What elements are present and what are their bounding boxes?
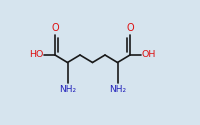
Text: O: O bbox=[51, 23, 59, 33]
Text: HO: HO bbox=[29, 50, 43, 59]
Text: OH: OH bbox=[142, 50, 156, 59]
Text: O: O bbox=[126, 23, 134, 33]
Text: NH₂: NH₂ bbox=[60, 85, 77, 94]
Text: NH₂: NH₂ bbox=[110, 85, 127, 94]
